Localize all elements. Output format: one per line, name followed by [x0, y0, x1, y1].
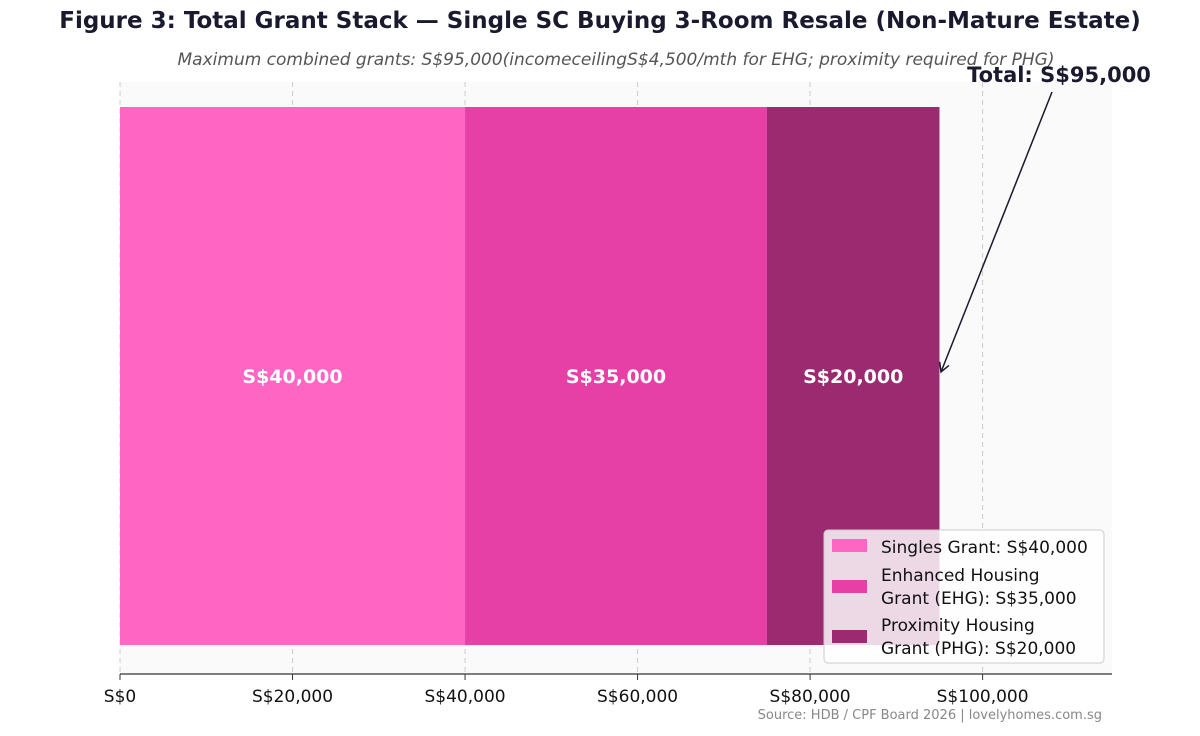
- bar-segment: [120, 107, 466, 645]
- legend-label: Enhanced Housing Grant (EHG): S$35,000: [881, 566, 1077, 609]
- bar-value-label: S$35,000: [566, 366, 666, 388]
- legend-swatch: [832, 539, 867, 552]
- legend-label: Singles Grant: S$40,000: [881, 538, 1088, 558]
- legend-swatch: [832, 630, 867, 643]
- x-tick-label: S$100,000: [937, 687, 1029, 707]
- x-tick-label: S$80,000: [770, 687, 851, 707]
- x-tick-label: S$20,000: [252, 687, 333, 707]
- legend-label: Proximity Housing Grant (PHG): S$20,000: [881, 616, 1076, 659]
- source-note: Source: HDB / CPF Board 2026 | lovelyhom…: [757, 708, 1102, 723]
- bar-value-label: S$40,000: [242, 366, 342, 388]
- x-tick-label: S$0: [104, 687, 136, 707]
- x-tick-label: S$60,000: [597, 687, 678, 707]
- legend: Singles Grant: S$40,000 Enhanced Housing G…: [823, 529, 1105, 664]
- x-tick-label: S$40,000: [424, 687, 505, 707]
- chart-subtitle: Maximum combined grants: S$95,000(income…: [177, 50, 1055, 70]
- chart-title: Figure 3: Total Grant Stack — Single SC …: [59, 8, 1141, 34]
- total-annotation-arrow: [938, 91, 1053, 374]
- legend-box: [823, 529, 1105, 664]
- total-annotation: Total: S$95,000: [967, 63, 1151, 87]
- x-axis-ticks: S$0 S$20,000 S$40,000 S$60,000 S$80,000 S$100…: [104, 674, 1029, 707]
- bar-labels: S$40,000 S$35,000 S$20,000: [242, 366, 903, 388]
- bar-value-label: S$20,000: [803, 366, 903, 388]
- legend-swatch: [832, 580, 867, 593]
- bar-segment: [465, 107, 767, 645]
